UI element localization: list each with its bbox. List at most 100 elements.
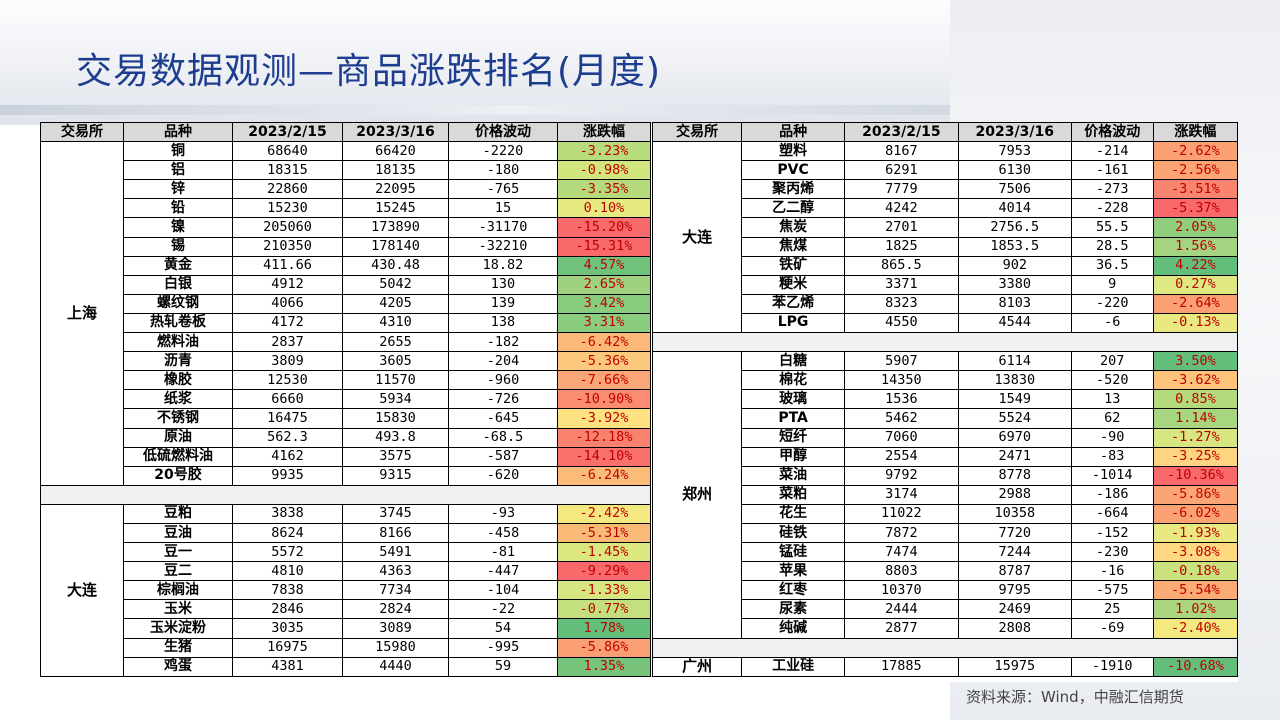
price-start: 12530 xyxy=(232,370,343,391)
price-change: -447 xyxy=(448,561,558,582)
commodity-name: 铜 xyxy=(123,141,233,162)
price-change: -620 xyxy=(448,465,558,486)
price-change: -960 xyxy=(448,370,558,391)
left-table-panel: 交易所 品种 2023/2/15 2023/3/16 价格波动 涨跌幅 上海铜 6… xyxy=(40,121,651,682)
price-change: 9 xyxy=(1070,274,1154,295)
price-change: -765 xyxy=(448,179,558,200)
group-separator xyxy=(652,332,1238,353)
commodity-name: 玻璃 xyxy=(741,389,845,410)
price-end: 10358 xyxy=(957,503,1072,524)
commodity-name: 豆粕 xyxy=(123,503,233,524)
pct-change: 3.31% xyxy=(557,312,651,334)
price-start: 9935 xyxy=(232,465,343,486)
header-date2: 2023/3/16 xyxy=(957,121,1072,143)
commodity-name: 不锈钢 xyxy=(123,408,233,429)
price-end: 173890 xyxy=(342,217,449,238)
price-change: -273 xyxy=(1070,179,1154,200)
source-note: 资料来源：Wind，中融汇信期货 xyxy=(966,688,1184,706)
table-row: 聚丙烯 7779 7506 -273 -3.51% xyxy=(653,179,1239,200)
pct-change: -5.54% xyxy=(1152,580,1239,601)
price-change: 13 xyxy=(1070,389,1154,410)
commodity-name: PVC xyxy=(741,160,845,181)
pct-change: -1.33% xyxy=(557,580,651,601)
price-change: -22 xyxy=(448,599,558,620)
commodity-name: 豆油 xyxy=(123,522,233,544)
commodity-name: 花生 xyxy=(741,503,845,524)
price-end: 6970 xyxy=(957,427,1072,448)
price-change: 55.5 xyxy=(1070,217,1154,238)
table-row: 豆二 4810 4363 -447 -9.29% xyxy=(41,561,651,582)
price-change: 130 xyxy=(448,274,558,295)
commodity-name: 燃料油 xyxy=(123,332,233,353)
price-end: 4014 xyxy=(957,198,1072,219)
pct-change: -3.51% xyxy=(1152,179,1239,200)
price-start: 8803 xyxy=(843,561,959,582)
price-end: 7506 xyxy=(957,179,1072,200)
commodity-name: 沥青 xyxy=(123,351,233,372)
pct-change: -15.31% xyxy=(557,236,651,257)
commodity-name: 铝 xyxy=(123,160,233,181)
price-change: -726 xyxy=(448,389,558,410)
commodity-name: 棕榈油 xyxy=(123,580,233,601)
commodity-name: 尿素 xyxy=(741,599,845,620)
table-row: 低硫燃料油 4162 3575 -587 -14.10% xyxy=(41,446,651,467)
pct-change: 3.50% xyxy=(1152,351,1239,372)
price-end: 3745 xyxy=(342,503,449,524)
pct-change: 1.35% xyxy=(557,656,651,677)
price-start: 2846 xyxy=(232,599,343,620)
price-change: -664 xyxy=(1070,503,1154,524)
price-end: 15245 xyxy=(342,198,449,219)
price-end: 2988 xyxy=(957,484,1072,505)
price-change: -587 xyxy=(448,446,558,467)
price-start: 14350 xyxy=(843,370,959,391)
price-end: 8103 xyxy=(957,293,1072,314)
price-end: 1853.5 xyxy=(957,236,1072,257)
price-end: 7244 xyxy=(957,542,1072,563)
table-row: 焦煤 1825 1853.5 28.5 1.56% xyxy=(653,236,1239,257)
pct-change: 4.57% xyxy=(557,255,651,276)
pct-change: 1.78% xyxy=(557,618,651,639)
price-end: 902 xyxy=(957,255,1072,276)
price-start: 4550 xyxy=(843,312,959,334)
price-start: 11022 xyxy=(843,503,959,524)
table-row: 粳米 3371 3380 9 0.27% xyxy=(653,274,1239,295)
pct-change: -7.66% xyxy=(557,370,651,391)
pct-change: -12.18% xyxy=(557,427,651,448)
price-change: -1014 xyxy=(1070,465,1154,486)
table-row: 上海铜 68640 66420 -2220 -3.23% xyxy=(40,141,651,486)
table-row: LPG 4550 4544 -6 -0.13% xyxy=(653,312,1239,334)
pct-change: 1.14% xyxy=(1152,408,1239,429)
right-table-body: 大连 塑料 8167 7953 -214 -2.62% PVC 6291 6130 -161 -2.… xyxy=(651,141,1239,677)
commodity-name: 红枣 xyxy=(741,580,845,601)
price-end: 66420 xyxy=(342,141,449,162)
pct-change: -14.10% xyxy=(557,446,651,467)
price-change: -93 xyxy=(448,503,558,524)
pct-change: -2.40% xyxy=(1152,618,1239,639)
price-start: 7779 xyxy=(843,179,959,200)
price-change: -180 xyxy=(448,160,558,181)
pct-change: 3.42% xyxy=(557,293,651,314)
price-change: -182 xyxy=(448,332,558,353)
price-start: 16975 xyxy=(232,637,343,658)
table-row: 苹果 8803 8787 -16 -0.18% xyxy=(653,561,1239,582)
left-price-table: 交易所 品种 2023/2/15 2023/3/16 价格波动 涨跌幅 上海铜 6… xyxy=(40,121,651,677)
price-start: 6660 xyxy=(232,389,343,410)
commodity-name: 原油 xyxy=(123,427,233,448)
price-end: 8787 xyxy=(957,561,1072,582)
price-start: 2701 xyxy=(843,217,959,238)
table-row: 菜油 9792 8778 -1014 -10.36% xyxy=(653,465,1239,486)
pct-change: -3.92% xyxy=(557,408,651,429)
pct-change: 4.22% xyxy=(1152,255,1239,276)
price-end: 4544 xyxy=(957,312,1072,334)
price-start: 411.66 xyxy=(232,255,343,276)
price-end: 5934 xyxy=(342,389,449,410)
table-row: 广州 工业硅 17885 15975 -1910 -10.68% xyxy=(651,656,1239,677)
price-start: 4066 xyxy=(232,293,343,314)
price-start: 4242 xyxy=(843,198,959,219)
price-start: 2444 xyxy=(843,599,959,620)
price-end: 6114 xyxy=(957,351,1072,372)
pct-change: -0.13% xyxy=(1152,312,1239,334)
price-end: 5524 xyxy=(957,408,1072,429)
price-change: -458 xyxy=(448,522,558,544)
price-change: 15 xyxy=(448,198,558,219)
